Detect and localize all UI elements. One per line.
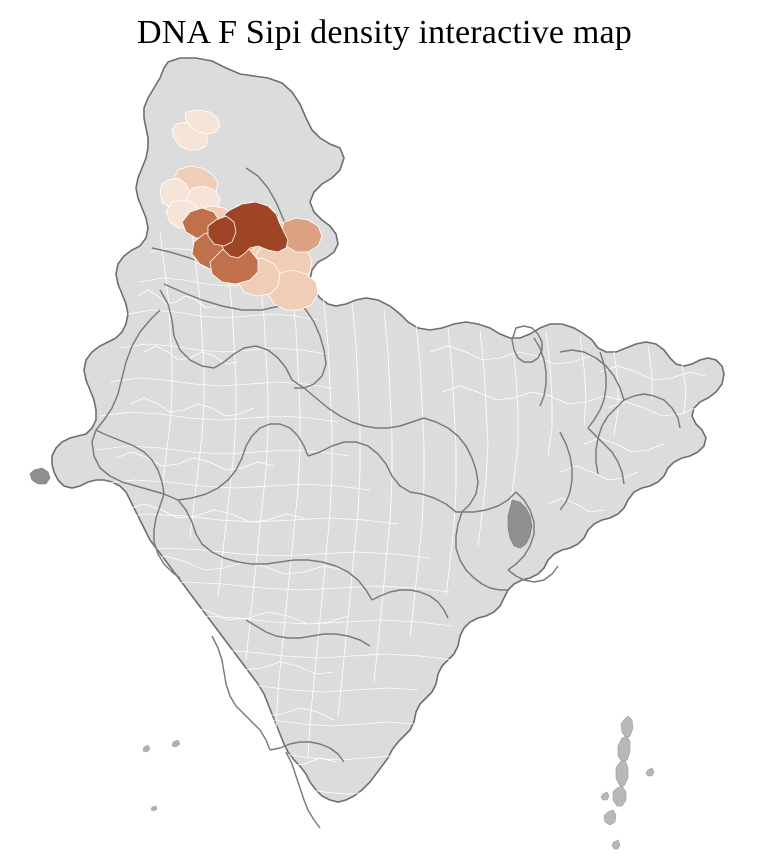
island-south-andaman [615, 759, 629, 787]
island-lakshadweep-1 [142, 744, 151, 753]
island-little-andaman [612, 785, 627, 807]
island-north-andaman [620, 715, 634, 739]
island-nicobar-mid [611, 839, 621, 850]
choropleth-district-level5-core-b[interactable] [207, 215, 237, 247]
lakshadweep-islands [142, 739, 181, 812]
page-title: DNA F Sipi density interactive map [136, 14, 633, 51]
andaman-nicobar-islands [600, 715, 655, 850]
dark-gray-regions [29, 467, 533, 549]
district-boundaries [95, 231, 707, 827]
kutch-coastal-patch [29, 467, 51, 485]
choropleth-district-level1-b[interactable] [184, 109, 221, 135]
island-small-west [600, 791, 610, 801]
island-lakshadweep-2 [171, 739, 181, 748]
highlighted-density-cluster[interactable] [159, 109, 323, 311]
island-car-nicobar [603, 809, 617, 826]
island-lakshadweep-3 [150, 805, 158, 812]
map-svg[interactable] [0, 52, 769, 857]
sundarbans-region [507, 499, 533, 549]
island-middle-andaman [617, 735, 631, 763]
state-boundaries [91, 167, 681, 829]
island-barren [645, 767, 655, 777]
india-choropleth-map[interactable] [0, 52, 769, 857]
